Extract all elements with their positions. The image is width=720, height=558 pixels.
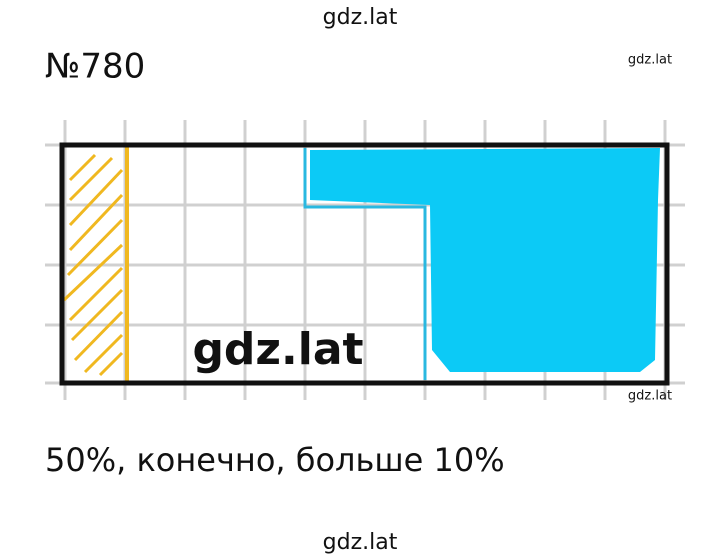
watermark: gdz.lat	[628, 53, 672, 68]
watermark: gdz.lat	[192, 324, 363, 375]
blue-lines	[303, 148, 427, 380]
title: №780	[45, 47, 145, 87]
watermark: gdz.lat	[323, 5, 398, 30]
watermark: gdz.lat	[628, 389, 672, 404]
yellow-hatch	[62, 145, 129, 383]
rectangle	[59, 142, 670, 386]
watermark: gdz.lat	[323, 530, 398, 555]
blue-fill	[310, 148, 660, 372]
answer: 50%, конечно, больше 10%	[45, 441, 505, 479]
